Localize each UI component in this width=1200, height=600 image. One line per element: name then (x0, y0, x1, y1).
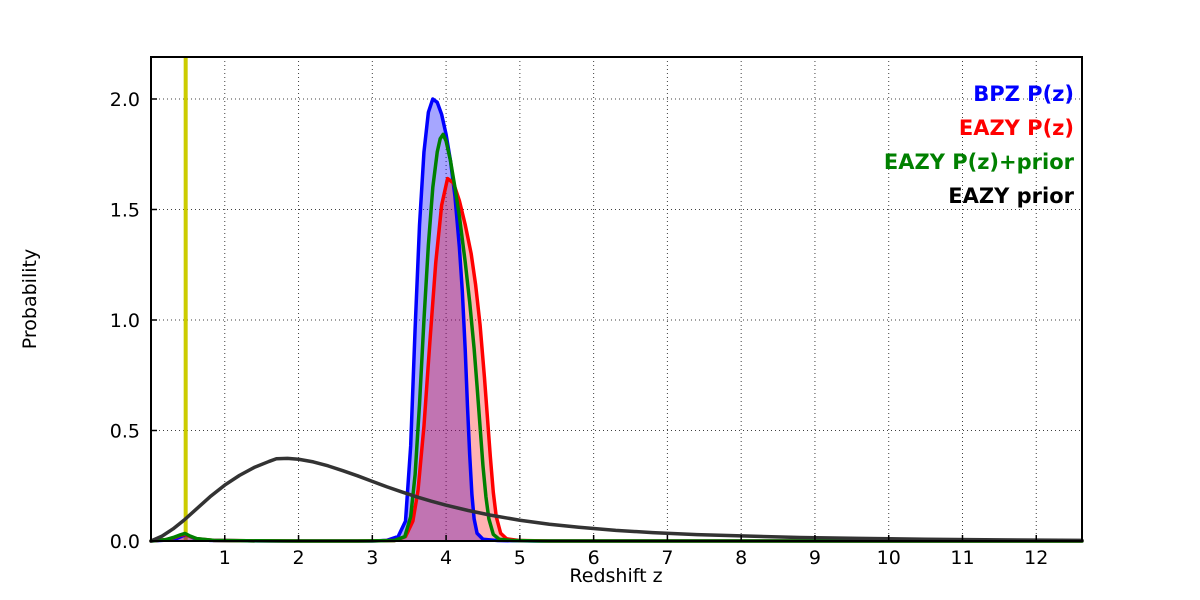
y-tick-label: 0.5 (110, 420, 140, 442)
y-tick-label: 1.5 (110, 199, 140, 221)
x-tick-label: 11 (950, 547, 974, 569)
y-tick-label: 2.0 (110, 89, 140, 111)
x-tick-label: 3 (366, 547, 378, 569)
plot-background (151, 57, 1082, 541)
y-tick-label: 1.0 (110, 310, 140, 332)
legend-item-1: EAZY P(z) (959, 116, 1074, 140)
x-tick-label: 5 (514, 547, 526, 569)
x-tick-label: 8 (735, 547, 747, 569)
y-axis-ticks: 0.0 0.5 1.0 1.5 2.0 (110, 89, 157, 553)
x-tick-label: 1 (219, 547, 231, 569)
x-tick-label: 4 (440, 547, 452, 569)
x-tick-label: 12 (1024, 547, 1048, 569)
chart-legend: BPZ P(z) EAZY P(z) EAZY P(z)+prior EAZY pri… (884, 82, 1075, 208)
y-tick-label: 0.0 (110, 531, 140, 553)
series-line-eazy-prior (149, 456, 1084, 543)
x-tick-label: 6 (588, 547, 600, 569)
plot-frame (150, 56, 1083, 542)
legend-item-2: EAZY P(z)+prior (884, 150, 1075, 174)
x-tick-label: 2 (292, 547, 304, 569)
x-tick-label: 7 (661, 547, 673, 569)
x-tick-label: 10 (877, 547, 901, 569)
x-tick-label: 9 (809, 547, 821, 569)
legend-item-3: EAZY prior (948, 184, 1074, 208)
y-axis-label: Probability (19, 249, 41, 349)
legend-item-0: BPZ P(z) (973, 82, 1074, 106)
x-axis-ticks: 1 2 3 4 5 6 7 8 9 10 11 12 (219, 535, 1048, 569)
x-axis-label: Redshift z (569, 565, 662, 587)
